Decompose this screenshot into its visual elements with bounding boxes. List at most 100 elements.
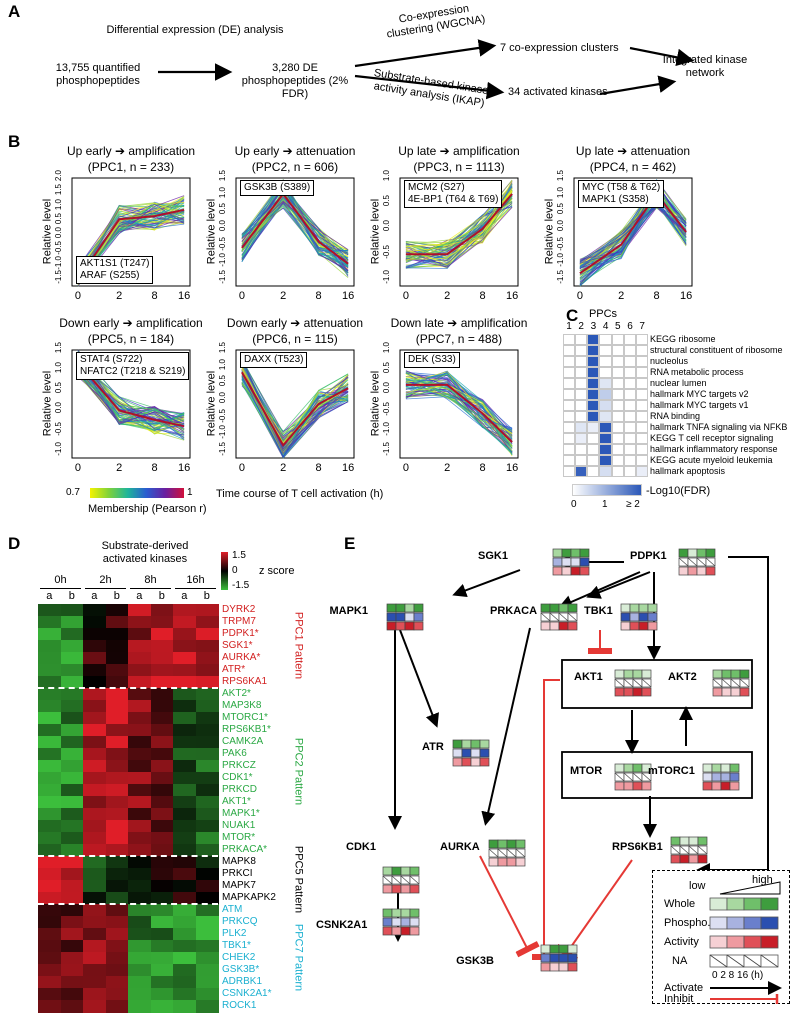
heatmap-cell	[38, 940, 61, 953]
membership-colorbar	[90, 488, 184, 498]
heatmap-cell	[38, 628, 61, 641]
heatmap-cell	[128, 712, 151, 725]
enrichment-cell	[575, 455, 588, 466]
heatmap-timepoint: 16h	[186, 574, 205, 586]
enrichment-cell	[623, 356, 636, 367]
heatmap-cell	[105, 928, 129, 941]
heatmap-cell	[83, 904, 106, 917]
enrichment-cell	[599, 411, 612, 422]
enrichment-cell	[623, 400, 636, 411]
enrichment-cell	[575, 345, 588, 356]
heatmap-timepoint: 8h	[144, 574, 157, 586]
ppc-ytick: -1.5	[556, 270, 565, 284]
enrichment-cell	[575, 444, 588, 455]
heatmap-cell	[128, 976, 151, 989]
panel-label-d: D	[8, 534, 21, 553]
enrichment-cell	[599, 378, 612, 389]
heatmap-cell	[83, 616, 106, 629]
enrichment-cell	[623, 444, 636, 455]
heatmap-cell	[38, 976, 61, 989]
heatmap-cell	[105, 940, 129, 953]
group-pattern-label: PPC2 Pattern	[292, 737, 305, 806]
enrichment-cell	[575, 367, 588, 378]
enrichment-cell	[635, 378, 648, 389]
heatmap-cell	[195, 940, 219, 953]
ppc-ytick: 0.0	[382, 220, 391, 232]
heatmap-cell	[195, 880, 219, 893]
heatmap-cell	[150, 928, 174, 941]
enrichment-cell	[611, 356, 624, 367]
enrichment-title: PPCs	[588, 308, 618, 320]
enrichment-cell	[575, 389, 588, 400]
enrichment-scale-label: -Log10(FDR)	[646, 485, 711, 497]
zscore-mid: 0	[232, 565, 238, 576]
ppc-title-pattern: Up late ➔ attenuation	[575, 144, 691, 158]
heatmap-cell	[195, 760, 219, 773]
heatmap-cell	[173, 628, 196, 641]
enrichment-cell	[575, 378, 588, 389]
kinase-label: MAP3K8	[222, 700, 262, 711]
ppc-xtick: 8	[479, 290, 486, 302]
ppc-member-line	[77, 358, 185, 425]
heatmap-cell	[105, 724, 129, 737]
ppc-member-line	[579, 196, 687, 278]
heatmap-cell	[60, 940, 84, 953]
heatmap-replicate: b	[158, 590, 165, 602]
node-profile-boxes	[670, 836, 708, 864]
network-node-label: CSNK2A1	[316, 919, 368, 931]
enrichment-term: KEGG T cell receptor signaling	[650, 433, 774, 443]
heatmap-cell	[128, 796, 151, 809]
enrichment-cell	[611, 444, 624, 455]
ppc-xtick: 8	[479, 462, 486, 474]
heatmap-cell	[128, 940, 151, 953]
enrichment-scale-0: 0	[571, 499, 577, 510]
heatmap-cell	[128, 616, 151, 629]
ppc-member-line	[579, 204, 687, 287]
heatmap-cell	[105, 976, 129, 989]
enrichment-cell	[599, 400, 612, 411]
heatmap-cell	[195, 676, 219, 689]
ppc-xtick: 2	[116, 462, 123, 474]
kinase-label: CHEK2	[222, 952, 256, 963]
heatmap-cell	[195, 652, 219, 665]
enrichment-cell	[563, 378, 576, 389]
enrichment-col-label: 5	[615, 321, 621, 332]
ppc-member-line	[405, 371, 513, 430]
ppc-title-name: (PPC5, n = 184)	[87, 332, 175, 346]
kinase-label: RPS6KA1	[222, 676, 268, 687]
heatmap-cell	[105, 964, 129, 977]
ppc-ytick: -1.5	[54, 270, 63, 284]
heatmap-cell	[195, 748, 219, 761]
heatmap-cell	[173, 868, 196, 881]
heatmap-cell	[83, 1000, 106, 1013]
ppc-xtick: 2	[618, 290, 625, 302]
heatmap-cell	[173, 640, 196, 653]
heatmap-cell	[83, 940, 106, 953]
legend-na: NA	[672, 955, 688, 967]
heatmap-cell	[150, 844, 174, 857]
node-profile-boxes	[678, 548, 716, 576]
heatmap-cell	[128, 772, 151, 785]
network-node-label: AKT1	[574, 671, 603, 683]
legend-phospho: Phospho.	[664, 917, 711, 929]
ppc-member-line	[241, 359, 349, 450]
legend-inhibit: Inhibit	[664, 993, 694, 1005]
enrichment-cell	[623, 466, 636, 477]
ppc-xtick: 16	[505, 290, 519, 302]
enrichment-col-label: 4	[602, 321, 609, 332]
kinase-label: AKT1*	[222, 796, 251, 807]
ppc-xtick: 16	[177, 462, 191, 474]
enrichment-col-label: 3	[590, 321, 597, 332]
group-separator	[38, 687, 218, 689]
enrichment-cell	[599, 466, 612, 477]
ppc-title-pattern: Down late ➔ amplification	[390, 316, 528, 330]
heatmap-cell	[150, 784, 174, 797]
group-pattern-label: PPC1 Pattern	[292, 611, 305, 680]
heatmap-cell	[83, 820, 106, 833]
enrichment-cell	[599, 422, 612, 433]
kinase-label: SGK1*	[222, 640, 253, 651]
enrichment-cell	[599, 367, 612, 378]
heatmap-cell	[83, 796, 106, 809]
heatmap-cell	[38, 988, 61, 1001]
heatmap-cell	[60, 640, 84, 653]
